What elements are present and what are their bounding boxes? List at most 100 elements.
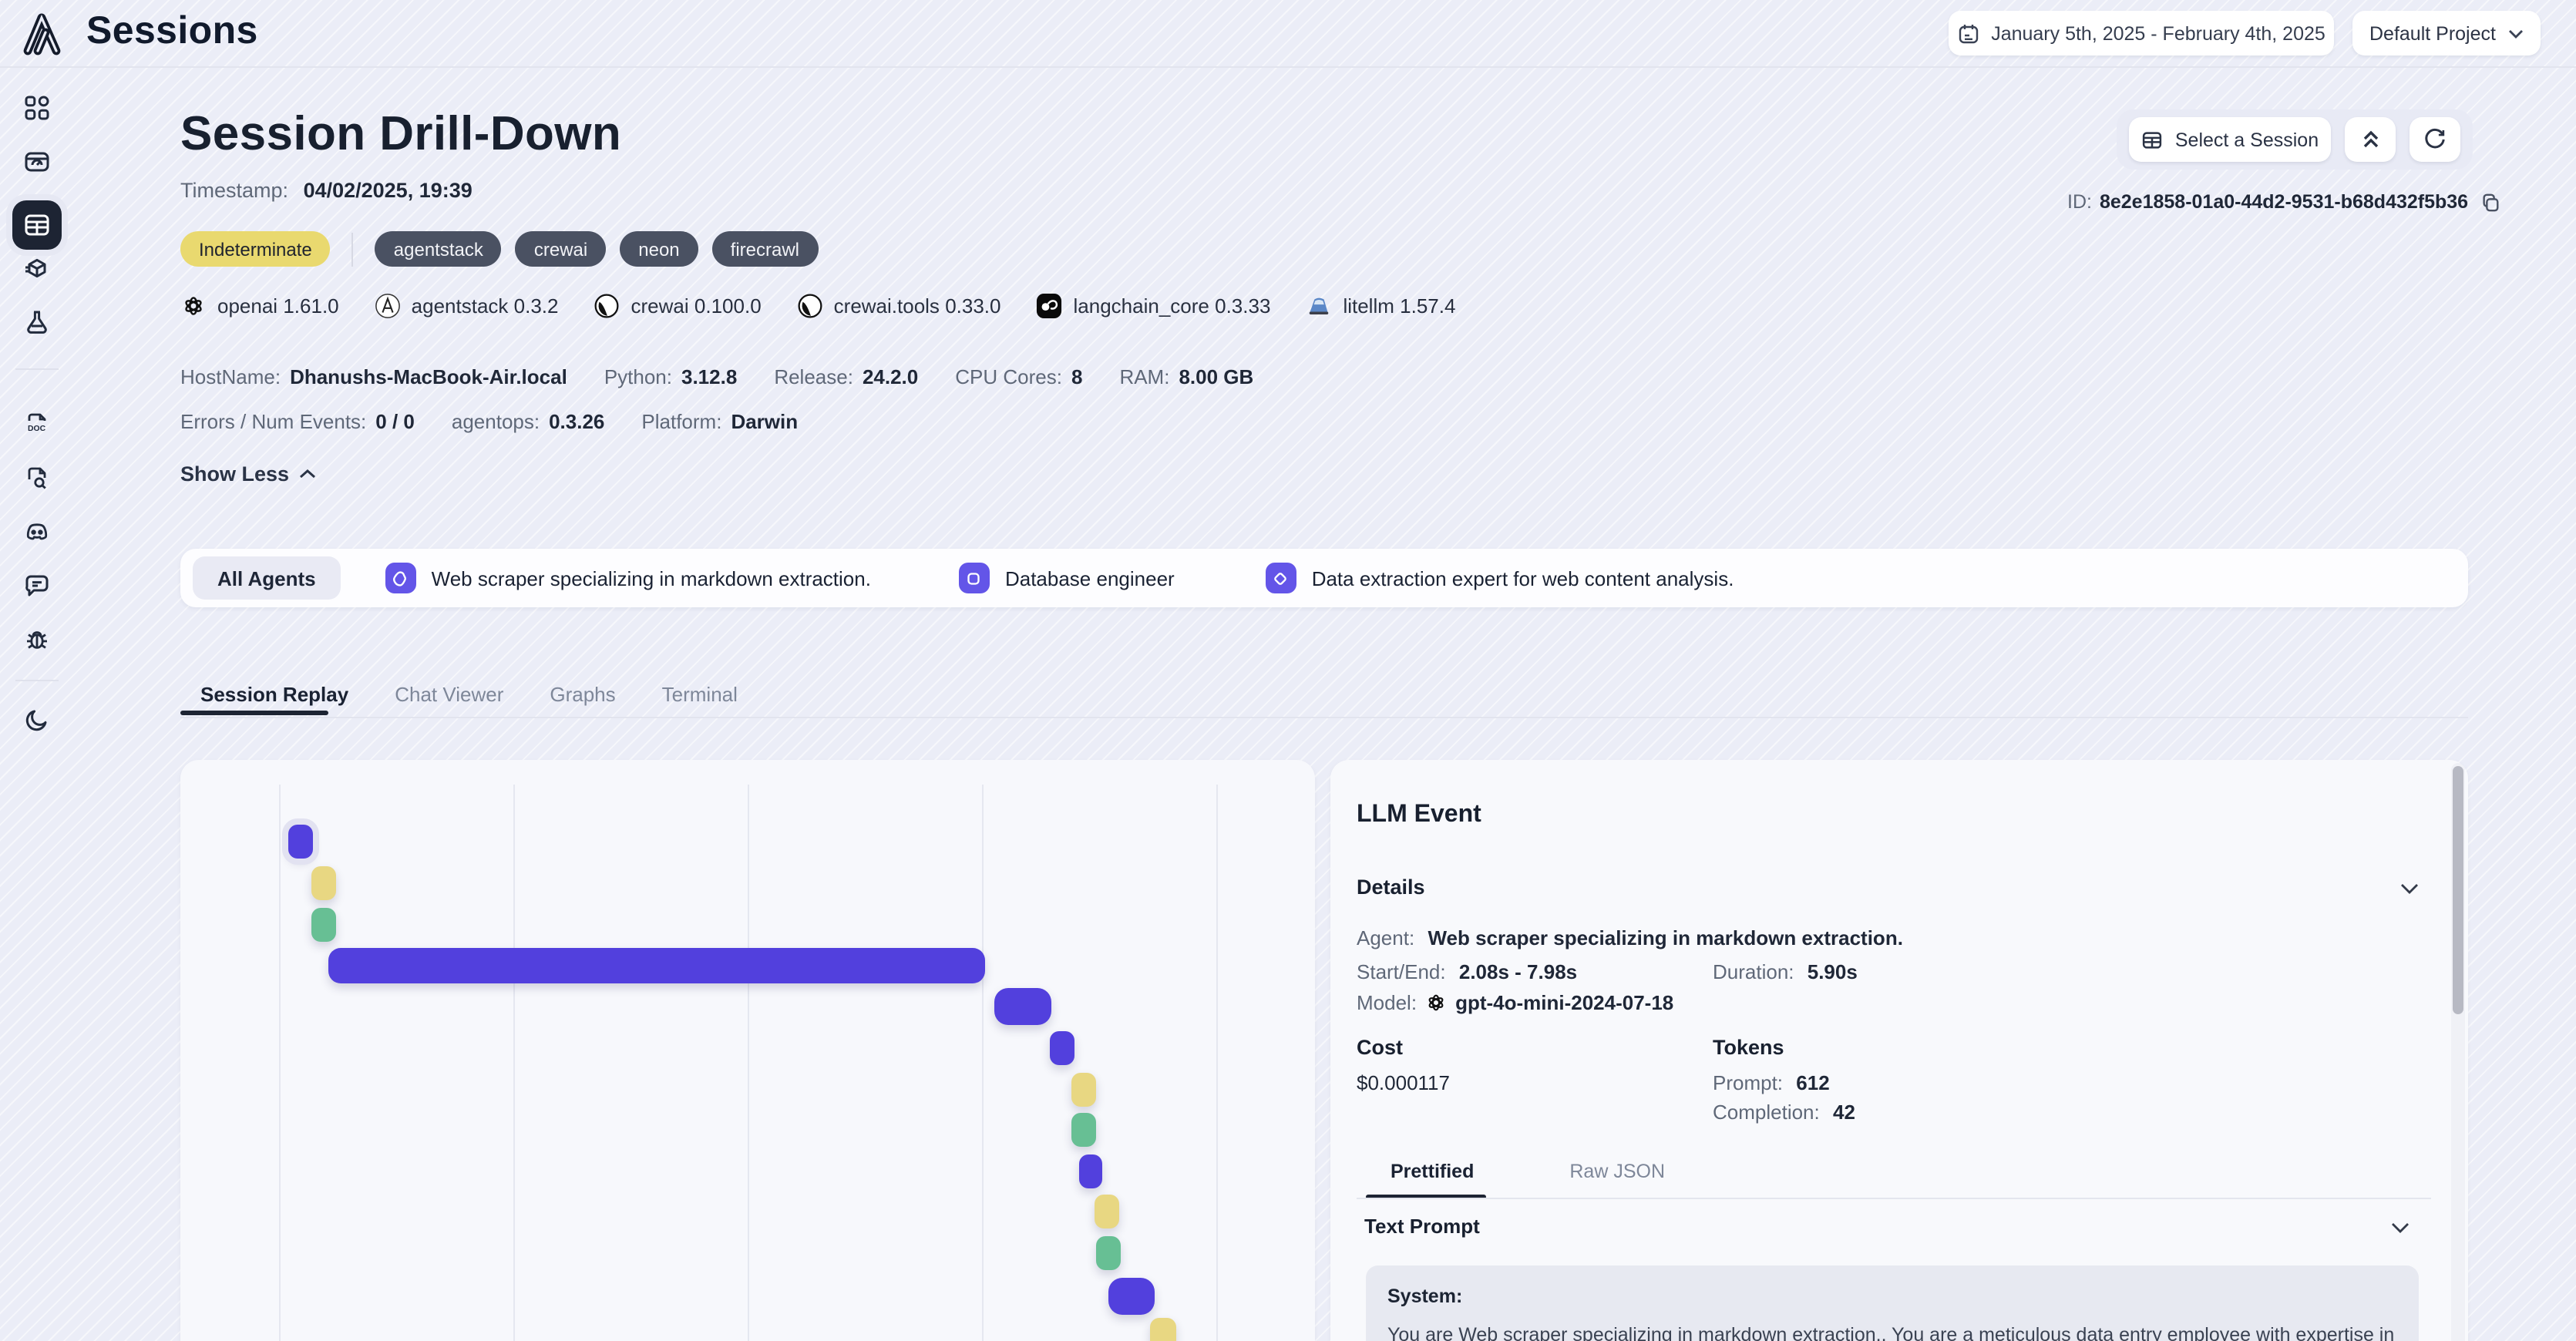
chevron-down-icon: [2508, 29, 2524, 38]
host-info-row-1: HostName: Dhanushs-MacBook-Air.local Pyth…: [180, 365, 1254, 388]
replay-event-bar[interactable]: [1150, 1318, 1176, 1341]
main-tabs: Session Replay Chat Viewer Graphs Termin…: [200, 683, 738, 706]
sidebar-divider: [15, 680, 59, 681]
tags-separator: [351, 232, 354, 266]
package-item: litellm 1.57.4: [1306, 292, 1455, 318]
refresh-icon: [2425, 129, 2445, 149]
select-session-button[interactable]: Select a Session: [2129, 117, 2331, 162]
file-search-icon[interactable]: [23, 464, 51, 492]
page-title: Session Drill-Down: [180, 106, 622, 160]
overview-gauge-icon[interactable]: [23, 148, 51, 176]
dark-mode-moon-icon[interactable]: [23, 706, 51, 734]
sidebar-item-sessions[interactable]: [12, 200, 62, 250]
agent-filter-label: Web scraper specializing in markdown ext…: [431, 566, 871, 590]
completion-tokens-row: Completion: 42: [1713, 1101, 1855, 1124]
tab-graphs[interactable]: Graphs: [550, 683, 616, 706]
active-tab-underline: [180, 711, 328, 715]
cost-header: Cost: [1357, 1036, 1403, 1059]
system-prompt-text: You are Web scraper specializing in mark…: [1387, 1324, 2395, 1341]
langchain-icon: [1037, 292, 1062, 318]
double-chevron-up-icon: [2362, 130, 2378, 148]
llm-event-panel: LLM Event Details Agent: Web scraper spe…: [1330, 760, 2468, 1341]
agent-blob-icon: [385, 563, 416, 593]
agent-filter-item[interactable]: Data extraction expert for web content a…: [1265, 563, 1734, 593]
replay-event-bar[interactable]: [288, 824, 312, 858]
agent-row: Agent: Web scraper specializing in markd…: [1357, 926, 1903, 949]
select-session-label: Select a Session: [2174, 129, 2319, 150]
agent-diamond-icon: [1265, 563, 1296, 593]
bug-report-icon[interactable]: [23, 626, 51, 654]
date-range-picker[interactable]: January 5th, 2025 - February 4th, 2025: [1949, 11, 2334, 55]
prompt-tokens-row: Prompt: 612: [1713, 1071, 1830, 1094]
chart-gridline: [747, 785, 748, 1341]
text-prompt-header: Text Prompt: [1364, 1215, 1480, 1238]
model-row: Model: gpt-4o-mini-2024-07-18: [1357, 991, 1674, 1014]
tab-session-replay[interactable]: Session Replay: [200, 683, 349, 706]
agent-filter-label: Data extraction expert for web content a…: [1311, 566, 1734, 590]
project-selector-label: Default Project: [2369, 22, 2496, 44]
timestamp-label: Timestamp:: [180, 179, 289, 202]
replay-event-bar[interactable]: [328, 947, 985, 983]
replay-event-bar[interactable]: [1071, 1113, 1096, 1147]
discord-icon[interactable]: [23, 518, 51, 546]
tab-terminal[interactable]: Terminal: [661, 683, 738, 706]
status-badge: Indeterminate: [180, 231, 331, 267]
replay-event-bar[interactable]: [1050, 1031, 1074, 1065]
tokens-header: Tokens: [1713, 1036, 1784, 1059]
docs-file-icon[interactable]: DOC: [23, 410, 51, 438]
tab-chat-viewer[interactable]: Chat Viewer: [395, 683, 504, 706]
chart-gridline: [1216, 785, 1217, 1341]
tag-pill: neon: [620, 231, 698, 267]
project-selector[interactable]: Default Project: [2352, 11, 2541, 55]
replay-event-bar[interactable]: [1095, 1195, 1119, 1228]
active-view-tab-underline: [1366, 1195, 1486, 1199]
agent-filter-item[interactable]: Web scraper specializing in markdown ext…: [385, 563, 871, 593]
tag-pill: agentstack: [375, 231, 502, 267]
svg-text:DOC: DOC: [28, 425, 46, 433]
feedback-chat-icon[interactable]: [23, 572, 51, 600]
details-section-header: Details: [1357, 876, 1425, 899]
copy-icon[interactable]: [2480, 192, 2500, 212]
evals-flask-icon[interactable]: [23, 308, 51, 336]
view-tabs-divider: [1357, 1198, 2431, 1199]
duration-row: Duration: 5.90s: [1713, 960, 1858, 983]
tab-raw-json[interactable]: Raw JSON: [1569, 1161, 1666, 1182]
all-agents-button[interactable]: All Agents: [193, 556, 341, 600]
host-info-row-2: Errors / Num Events: 0 / 0 agentops: 0.3.2…: [180, 410, 799, 433]
start-end-row: Start/End: 2.08s - 7.98s: [1357, 960, 1578, 983]
details-chevron-down-icon[interactable]: [2400, 883, 2419, 894]
sessions-table-icon: [25, 214, 49, 236]
event-title: LLM Event: [1357, 802, 1481, 828]
replay-event-bar[interactable]: [311, 866, 335, 900]
panel-scrollbar-thumb[interactable]: [2453, 766, 2463, 1014]
litellm-icon: [1310, 297, 1329, 314]
page-app-title: Sessions: [86, 9, 258, 52]
tag-pill: firecrawl: [711, 231, 818, 267]
collapse-button[interactable]: [2345, 117, 2396, 162]
tab-prettified[interactable]: Prettified: [1391, 1161, 1475, 1182]
package-item: crewai.tools 0.33.0: [797, 292, 1001, 318]
crewai-icon: [595, 293, 619, 318]
show-less-toggle[interactable]: Show Less: [180, 462, 315, 486]
agent-filter-item[interactable]: Database engineer: [958, 563, 1175, 593]
replay-event-bar[interactable]: [311, 908, 335, 942]
chart-gridline: [981, 785, 983, 1341]
text-prompt-chevron-down-icon[interactable]: [2391, 1222, 2410, 1233]
replay-event-bar[interactable]: [1096, 1236, 1121, 1270]
replay-event-bar[interactable]: [1071, 1072, 1096, 1106]
packages-row: openai 1.61.0 agentstack 0.3.2 crewai 0.…: [180, 290, 1455, 321]
session-id-label: ID:: [2067, 191, 2092, 213]
replay-event-bar[interactable]: [1108, 1277, 1154, 1314]
refresh-button[interactable]: [2410, 117, 2460, 162]
package-item: openai 1.61.0: [180, 292, 339, 318]
agents-filter-bar: All Agents Web scraper specializing in m…: [180, 549, 2468, 607]
package-item: crewai 0.100.0: [594, 292, 762, 318]
deploy-box-icon[interactable]: [23, 254, 51, 282]
replay-event-bar[interactable]: [1079, 1154, 1102, 1188]
top-bar: Sessions January 5th, 2025 - February 4t…: [0, 0, 2576, 68]
dashboard-grid-icon[interactable]: [23, 94, 51, 122]
agentops-logo-icon[interactable]: [20, 9, 68, 57]
tag-pill: crewai: [515, 231, 607, 267]
replay-event-bar[interactable]: [994, 988, 1051, 1025]
calendar-icon: [1957, 22, 1979, 44]
